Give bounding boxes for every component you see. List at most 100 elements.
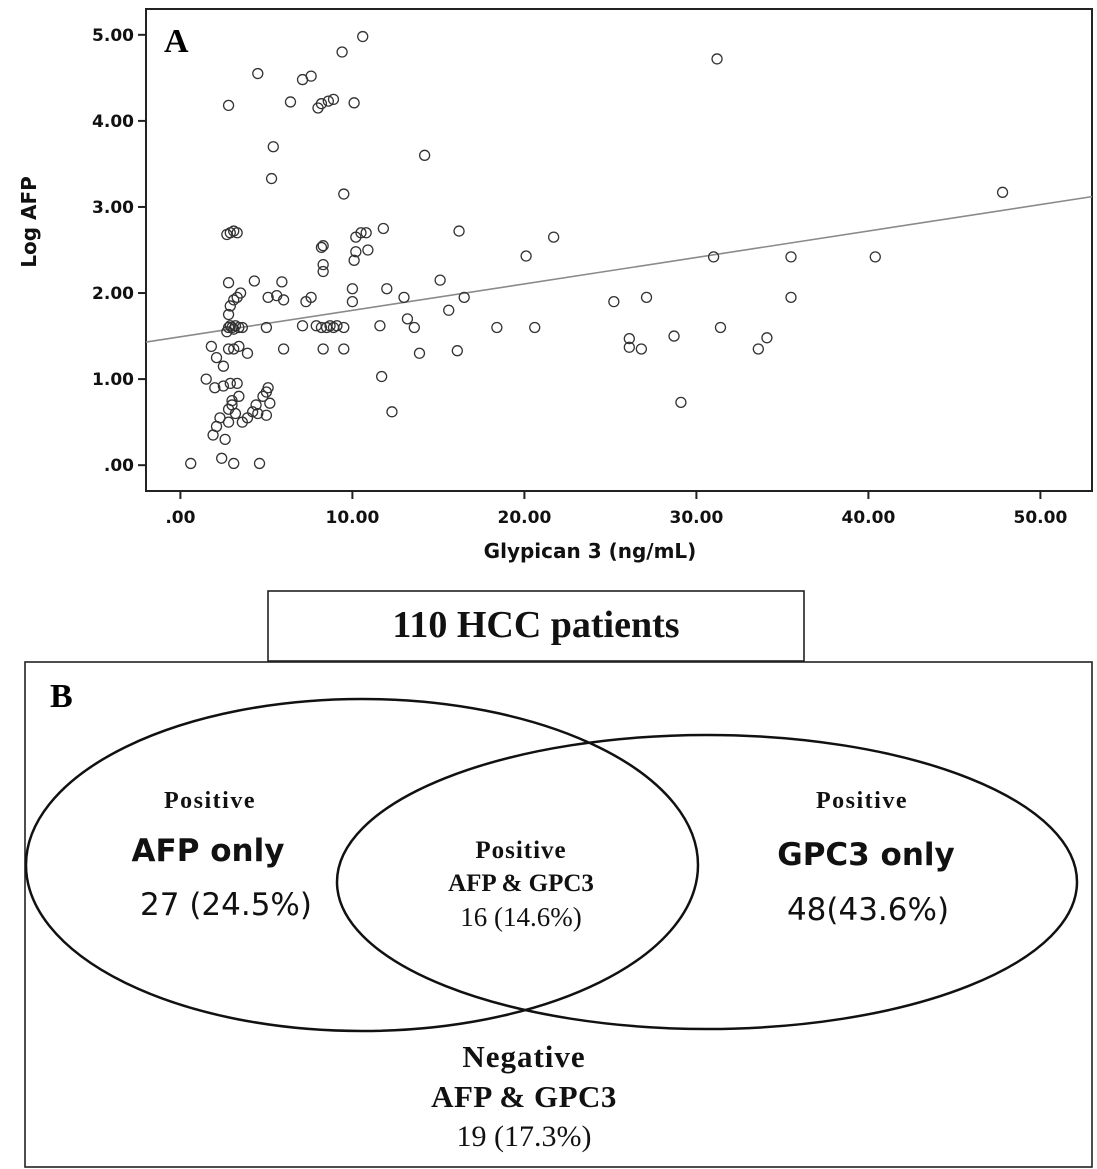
venn-panel: B Positive AFP only 27 (24.5%) Positive … [24,661,1093,1168]
data-point-86 [338,343,350,355]
data-point-100 [374,320,386,332]
cohort-header: 110 HCC patients [267,590,805,662]
data-point-44 [222,308,235,321]
data-point-67 [305,70,317,82]
data-point-106 [401,313,414,325]
data-point-13 [229,407,242,420]
data-point-43 [236,321,248,334]
x-tick-label-3: 30.00 [670,508,724,528]
mid-value: 16 (14.6%) [460,902,581,932]
panel-label-a: A [164,23,189,60]
data-point-127 [711,53,723,65]
data-point-14 [233,390,245,402]
panel-label-b: B [50,678,73,715]
data-point-133 [869,251,881,263]
data-point-103 [381,283,393,295]
y-tick-label-0: .00 [104,456,134,476]
scatter-panel: A .00 1.00 2.00 3.00 4.00 5.00 .00 10.00 20.00 3… [17,8,1093,563]
data-point-107 [408,321,420,334]
data-point-25 [209,382,221,394]
right-value: 48(43.6%) [787,892,949,928]
data-point-73 [348,97,360,109]
data-point-62 [252,67,264,80]
data-point-80 [317,343,329,355]
data-point-90 [317,240,329,252]
afp-ellipse [24,697,700,1033]
data-point-128 [714,321,727,334]
left-value: 27 (24.5%) [140,887,312,923]
data-point-132 [785,251,797,263]
x-tick-label-0: .00 [165,508,195,528]
mid-line2: AFP & GPC3 [448,870,594,897]
data-point-45 [224,300,236,312]
x-axis-label: Glypican 3 (ng/mL) [484,539,697,563]
data-point-94 [348,254,360,266]
data-point-46 [228,294,240,306]
data-point-77 [305,291,317,303]
data-point-29 [205,340,218,353]
data-point-125 [675,396,687,408]
data-point-31 [217,360,230,372]
x-tick-label-1: 10.00 [326,508,380,528]
data-point-1 [216,452,228,464]
data-point-119 [608,295,620,308]
left-line1: Positive [164,788,256,814]
regression-line [145,195,1093,343]
data-point-71 [327,93,340,106]
data-point-75 [296,320,309,332]
data-point-21 [260,409,273,421]
left-line2: AFP only [132,833,285,869]
data-point-17 [246,406,259,418]
data-point-113 [453,225,465,237]
data-point-48 [234,287,247,299]
y-tick-label-3: 3.00 [92,198,134,218]
data-point-110 [434,274,446,286]
data-point-19 [252,407,264,420]
data-point-27 [224,377,236,390]
data-point-109 [418,149,431,161]
data-point-42 [233,321,245,334]
data-point-3 [253,457,266,470]
data-point-104 [386,406,398,418]
data-point-35 [241,347,254,359]
plot-frame [145,8,1093,492]
data-point-118 [547,231,560,243]
outside-line2: AFP & GPC3 [431,1079,617,1114]
data-point-54 [277,294,290,306]
data-point-122 [635,343,648,355]
data-point-50 [248,275,261,287]
y-tick-label-1: 1.00 [92,370,134,390]
data-point-52 [262,291,274,303]
data-point-87 [317,265,329,278]
data-point-130 [761,332,773,344]
data-point-60 [231,227,243,239]
data-point-65 [284,96,297,108]
data-point-61 [222,99,235,112]
gpc3-ellipse [335,733,1079,1031]
data-point-111 [443,304,455,316]
data-point-112 [451,345,463,357]
data-point-38 [224,320,236,332]
data-point-117 [529,321,541,334]
data-point-123 [640,291,653,303]
outside-value: 19 (17.3%) [457,1120,592,1153]
data-point-23 [264,397,276,409]
data-point-134 [996,186,1009,198]
header-text: 110 HCC patients [392,604,679,646]
data-point-70 [322,95,334,107]
data-point-32 [222,343,235,355]
data-point-131 [785,291,797,303]
data-point-120 [623,333,635,345]
y-axis-label: Log AFP [17,176,41,268]
data-point-85 [338,321,350,334]
data-point-97 [355,227,367,239]
data-point-98 [362,244,374,256]
data-point-108 [413,347,426,359]
data-point-64 [265,172,278,185]
data-point-56 [277,343,290,355]
data-point-55 [260,321,273,334]
data-point-51 [276,276,288,288]
data-point-72 [336,46,348,58]
data-point-28 [231,377,243,390]
data-point-84 [331,320,343,332]
